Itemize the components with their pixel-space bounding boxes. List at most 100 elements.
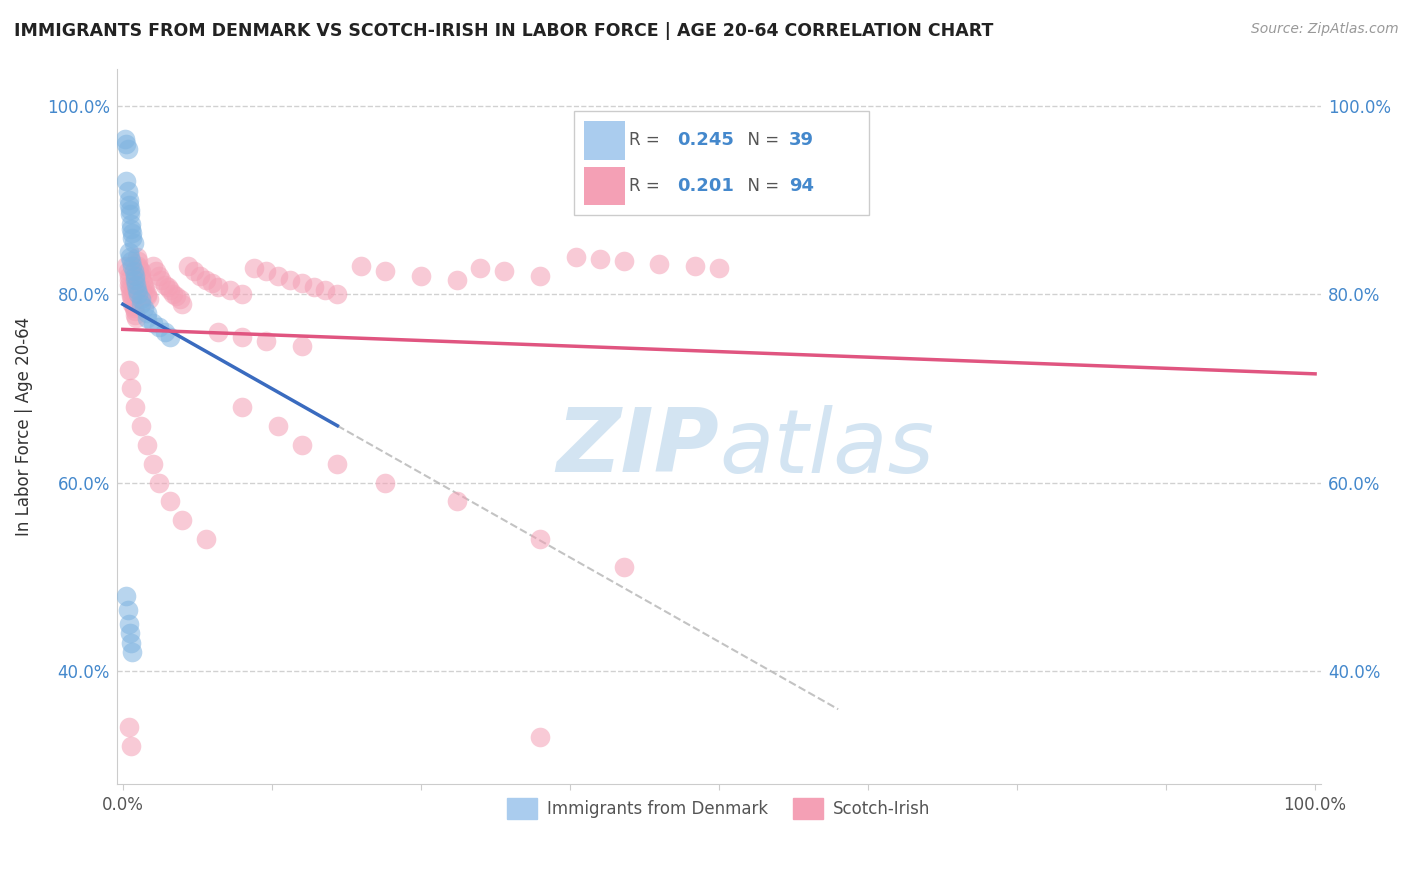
Point <box>142 316 165 330</box>
Point <box>127 283 149 297</box>
Point <box>117 141 139 155</box>
Point <box>153 277 176 292</box>
Point <box>529 532 551 546</box>
Point <box>115 136 138 151</box>
Text: N =: N = <box>737 178 785 195</box>
Point <box>129 297 152 311</box>
Text: ZIP: ZIP <box>557 404 718 491</box>
Point <box>122 299 145 313</box>
Point <box>132 276 155 290</box>
Point <box>446 494 468 508</box>
Point <box>121 259 143 273</box>
Point <box>118 268 141 283</box>
Point <box>120 221 142 235</box>
Point <box>267 419 290 434</box>
Point <box>115 589 138 603</box>
Point <box>267 268 290 283</box>
Point <box>153 325 176 339</box>
Point <box>135 289 157 303</box>
Point <box>118 626 141 640</box>
Point <box>145 264 167 278</box>
Point <box>374 264 396 278</box>
Text: atlas: atlas <box>718 405 934 491</box>
Point <box>127 287 149 301</box>
Point <box>183 264 205 278</box>
Point <box>117 602 139 616</box>
Point <box>125 310 148 325</box>
Point <box>118 720 141 734</box>
Text: R =: R = <box>628 178 665 195</box>
Point <box>231 329 253 343</box>
Point <box>121 645 143 659</box>
Point <box>118 245 141 260</box>
Point <box>243 260 266 275</box>
Point <box>120 254 142 268</box>
Point <box>195 273 218 287</box>
Point <box>172 297 194 311</box>
Point <box>131 273 153 287</box>
Text: 94: 94 <box>789 178 814 195</box>
Point <box>129 292 152 306</box>
Point <box>124 273 146 287</box>
Point <box>148 268 170 283</box>
Point <box>302 280 325 294</box>
Point <box>135 438 157 452</box>
Point <box>121 226 143 240</box>
Text: 39: 39 <box>789 131 814 150</box>
Point <box>125 277 148 292</box>
Point <box>219 283 242 297</box>
Point <box>134 283 156 297</box>
Point <box>118 194 141 208</box>
Text: Source: ZipAtlas.com: Source: ZipAtlas.com <box>1251 22 1399 37</box>
Legend: Immigrants from Denmark, Scotch-Irish: Immigrants from Denmark, Scotch-Irish <box>501 792 938 825</box>
Point <box>195 532 218 546</box>
FancyBboxPatch shape <box>575 112 869 215</box>
Point <box>231 401 253 415</box>
Point <box>120 217 142 231</box>
Point <box>129 268 152 283</box>
Point <box>409 268 432 283</box>
Point <box>529 268 551 283</box>
Point <box>169 292 191 306</box>
Point <box>135 310 157 325</box>
Point <box>120 382 142 396</box>
Point <box>254 264 277 278</box>
Point <box>201 276 224 290</box>
Point <box>122 235 145 250</box>
Text: R =: R = <box>628 131 665 150</box>
Point <box>124 401 146 415</box>
Point <box>118 277 141 292</box>
Point <box>118 616 141 631</box>
Point <box>159 283 181 297</box>
Point <box>128 260 150 275</box>
Point <box>142 457 165 471</box>
Point <box>121 292 143 306</box>
FancyBboxPatch shape <box>583 121 626 160</box>
Point <box>129 264 152 278</box>
Point <box>135 306 157 320</box>
Text: 0.245: 0.245 <box>676 131 734 150</box>
Point <box>124 308 146 322</box>
Point <box>124 268 146 283</box>
Point <box>135 287 157 301</box>
Point <box>350 259 373 273</box>
Point <box>157 280 180 294</box>
Point <box>612 254 634 268</box>
Text: IMMIGRANTS FROM DENMARK VS SCOTCH-IRISH IN LABOR FORCE | AGE 20-64 CORRELATION C: IMMIGRANTS FROM DENMARK VS SCOTCH-IRISH … <box>14 22 994 40</box>
Point <box>148 320 170 334</box>
Point <box>127 250 149 264</box>
Point <box>118 207 141 221</box>
Point <box>494 264 516 278</box>
Point <box>118 250 141 264</box>
Point <box>291 276 314 290</box>
Point <box>118 280 141 294</box>
Point <box>326 457 349 471</box>
Point <box>134 280 156 294</box>
Point <box>118 202 141 217</box>
Point <box>124 304 146 318</box>
Point <box>121 231 143 245</box>
Point <box>165 289 187 303</box>
Point <box>529 730 551 744</box>
Point <box>278 273 301 287</box>
Point <box>254 334 277 349</box>
